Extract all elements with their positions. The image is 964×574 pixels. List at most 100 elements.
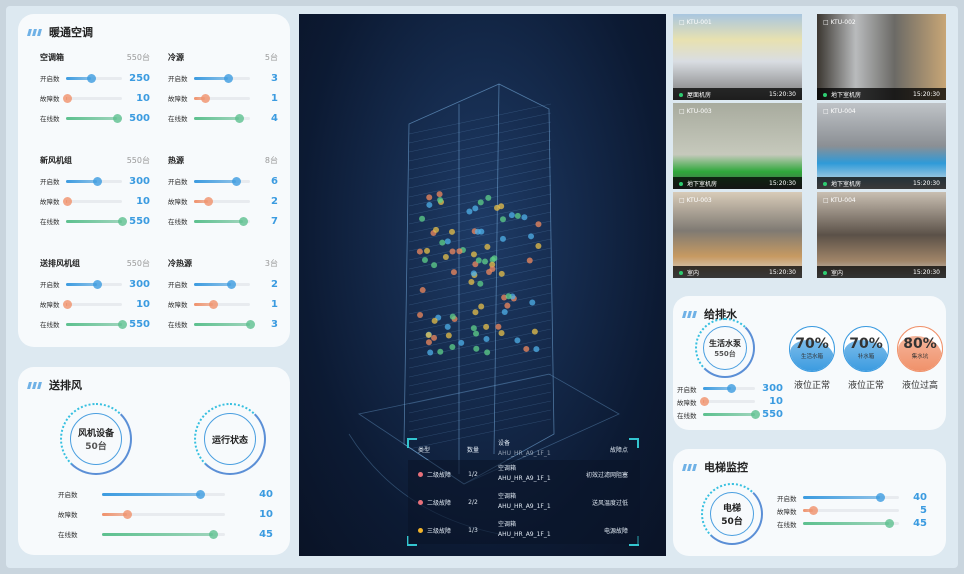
progress-knob bbox=[122, 509, 132, 519]
elevator-count: 50台 bbox=[721, 517, 743, 527]
progress-knob bbox=[92, 176, 102, 186]
ventilation-title-text: 送排风 bbox=[49, 379, 82, 392]
camera-time: 15:20:30 bbox=[913, 268, 940, 276]
stat-row-online: 在线数 550 bbox=[40, 211, 150, 231]
group-name: 热源 bbox=[168, 156, 184, 165]
camera-feed[interactable]: □ KTU-003 地下室机房 15:20:30 bbox=[673, 103, 802, 189]
camera-time: 15:20:30 bbox=[769, 90, 796, 98]
sensor-dot bbox=[483, 335, 490, 342]
online-progress-bar bbox=[803, 519, 899, 528]
stat-label: 在线数 bbox=[58, 531, 78, 539]
camera-feed[interactable]: □ KTU-002 地下室机房 15:20:30 bbox=[817, 14, 946, 100]
stat-value: 45 bbox=[259, 528, 273, 540]
camera-feed[interactable]: □ KTU-003 室内 15:20:30 bbox=[673, 192, 802, 278]
sensor-dot bbox=[489, 261, 496, 268]
open-progress-bar bbox=[102, 489, 225, 499]
sensor-dot bbox=[445, 332, 452, 339]
stat-label: 在线数 bbox=[677, 411, 697, 420]
fault-progress-bar bbox=[194, 299, 250, 309]
camera-time: 15:20:30 bbox=[913, 179, 940, 187]
sensor-dot bbox=[477, 280, 484, 287]
stat-row-open: 开启数 300 bbox=[40, 274, 150, 294]
stat-row-fault: 故障数 1 bbox=[168, 294, 278, 314]
hvac-group: 空调箱 550台 开启数 250 故障数 10 在线数 500 bbox=[40, 52, 150, 128]
fault-progress-bar bbox=[194, 93, 250, 103]
sensor-dot bbox=[528, 233, 535, 240]
stat-label: 在线数 bbox=[40, 218, 60, 226]
stripes-icon bbox=[682, 463, 697, 471]
fault-row[interactable]: 三级故障 1/3 空调箱 AHU_HR_A9_1F_1 电源故障 bbox=[408, 516, 640, 544]
sensor-dot bbox=[501, 308, 508, 315]
fault-row[interactable]: 二级故障 1/2 空调箱 AHU_HR_A9_1F_1 初效过滤网阻塞 bbox=[408, 460, 640, 488]
group-name: 冷热源 bbox=[168, 259, 192, 268]
stat-row-fault: 故障数 10 bbox=[40, 191, 150, 211]
fault-type: 二级故障 bbox=[408, 498, 458, 507]
sensor-dot bbox=[474, 228, 481, 235]
header-device: 设备 AHU_HR_A9_1F_1 bbox=[498, 440, 551, 457]
stat-label: 开启数 bbox=[40, 281, 60, 289]
stat-label: 在线数 bbox=[168, 218, 188, 226]
group-total: 550台 bbox=[126, 259, 150, 268]
water-pump-ring: 生活水泵 550台 bbox=[695, 318, 755, 378]
sensor-dot bbox=[533, 346, 540, 353]
stat-row-online: 在线数 45 bbox=[777, 517, 927, 530]
group-name: 空调箱 bbox=[40, 53, 64, 62]
fault-row[interactable]: 二级故障 2/2 空调箱 AHU_HR_A9_1F_1 送风温度过低 bbox=[408, 488, 640, 516]
sensor-dot bbox=[484, 349, 491, 356]
severity-dot-icon bbox=[418, 499, 423, 505]
camera-feed[interactable]: □ KTU-004 地下室机房 15:20:30 bbox=[817, 103, 946, 189]
stat-row-open: 开启数 300 bbox=[677, 382, 783, 395]
sensor-dot bbox=[468, 279, 475, 286]
water-tank-gauge: 70% 补水箱 bbox=[843, 326, 889, 372]
stat-label: 在线数 bbox=[40, 321, 60, 329]
stat-value: 6 bbox=[271, 175, 278, 187]
online-progress-bar bbox=[703, 410, 760, 419]
stat-label: 故障数 bbox=[40, 95, 60, 103]
stat-value: 10 bbox=[136, 92, 150, 104]
sensor-dot bbox=[437, 348, 444, 355]
camera-feed[interactable]: □ KTU-001 屋面机房 15:20:30 bbox=[673, 14, 802, 100]
camera-location: 室内 bbox=[823, 268, 843, 277]
camera-id: □ KTU-004 bbox=[823, 197, 856, 204]
run-status-ring[interactable]: 运行状态 bbox=[194, 403, 266, 475]
online-dot-icon bbox=[679, 92, 683, 97]
online-progress-bar bbox=[194, 216, 250, 226]
building-wireframe bbox=[348, 83, 620, 535]
fault-device: 空调箱 AHU_HR_A9_1F_1 bbox=[498, 521, 551, 538]
stat-row-open: 开启数 6 bbox=[168, 171, 278, 191]
online-dot-icon bbox=[823, 181, 827, 186]
hvac-group: 冷源 5台 开启数 3 故障数 1 在线数 4 bbox=[168, 52, 278, 128]
progress-knob bbox=[808, 506, 818, 515]
sensor-dot bbox=[505, 293, 512, 300]
online-dot-icon bbox=[679, 270, 683, 275]
stat-row-fault: 故障数 10 bbox=[677, 395, 783, 408]
progress-knob bbox=[118, 319, 127, 329]
hvac-group: 热源 8台 开启数 6 故障数 2 在线数 7 bbox=[168, 155, 278, 231]
stat-label: 故障数 bbox=[168, 95, 188, 103]
sensor-dot bbox=[475, 257, 482, 264]
sensor-dot bbox=[478, 303, 485, 310]
tank-status: 液位正常 bbox=[847, 381, 884, 391]
stat-value: 10 bbox=[259, 508, 273, 520]
tank-status: 液位正常 bbox=[793, 381, 830, 391]
camera-feed[interactable]: □ KTU-004 室内 15:20:30 bbox=[817, 192, 946, 278]
progress-knob bbox=[208, 529, 218, 539]
open-progress-bar bbox=[66, 73, 122, 83]
stat-value: 2 bbox=[271, 278, 278, 290]
fault-table-header: 类型 数量 设备 AHU_HR_A9_1F_1 故障点 bbox=[408, 438, 640, 460]
stat-label: 开启数 bbox=[58, 491, 78, 499]
stat-value: 10 bbox=[769, 396, 783, 407]
sensor-dot bbox=[494, 204, 501, 211]
stat-value: 10 bbox=[136, 298, 150, 310]
sensor-dot bbox=[470, 325, 477, 332]
group-name: 送排风机组 bbox=[40, 259, 80, 268]
hvac-group: 冷热源 3台 开启数 2 故障数 1 在线数 3 bbox=[168, 258, 278, 334]
progress-knob bbox=[63, 196, 73, 206]
stat-label: 故障数 bbox=[168, 301, 188, 309]
stat-value: 5 bbox=[920, 505, 927, 516]
stat-row-online: 在线数 550 bbox=[40, 314, 150, 334]
sensor-dot bbox=[498, 270, 505, 277]
ventilation-panel: 送排风 风机设备 50台 运行状态 开启数 40 故障数 10 在线数 45 bbox=[18, 367, 290, 555]
tank-percent: 80% bbox=[903, 336, 937, 352]
camera-location: 地下室机房 bbox=[823, 90, 861, 99]
